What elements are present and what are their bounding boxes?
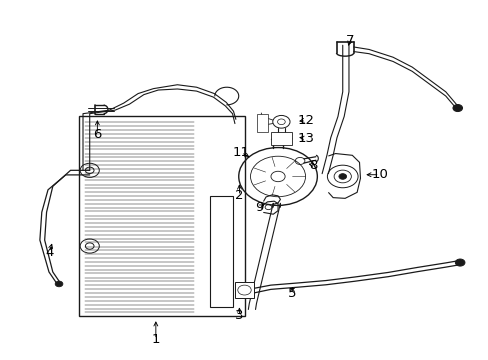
Text: 1: 1: [151, 333, 160, 346]
Text: 11: 11: [232, 146, 249, 159]
Text: 7: 7: [345, 34, 353, 47]
Circle shape: [454, 259, 464, 266]
Bar: [234, 282, 254, 298]
Text: 6: 6: [93, 128, 102, 141]
Circle shape: [457, 261, 462, 264]
Text: 2: 2: [235, 189, 244, 202]
Bar: [270, 132, 291, 145]
Bar: [257, 114, 267, 132]
Text: 12: 12: [297, 113, 314, 126]
Circle shape: [338, 174, 346, 179]
Text: 9: 9: [254, 201, 263, 214]
Text: 3: 3: [235, 309, 244, 322]
Text: 4: 4: [45, 246, 54, 259]
Text: 5: 5: [287, 287, 296, 300]
Bar: [209, 196, 232, 307]
Circle shape: [55, 281, 63, 287]
Text: 10: 10: [370, 168, 387, 181]
Circle shape: [452, 104, 462, 112]
Bar: [79, 117, 244, 316]
Circle shape: [454, 106, 459, 110]
Text: 8: 8: [308, 159, 317, 172]
Text: 13: 13: [297, 132, 314, 145]
